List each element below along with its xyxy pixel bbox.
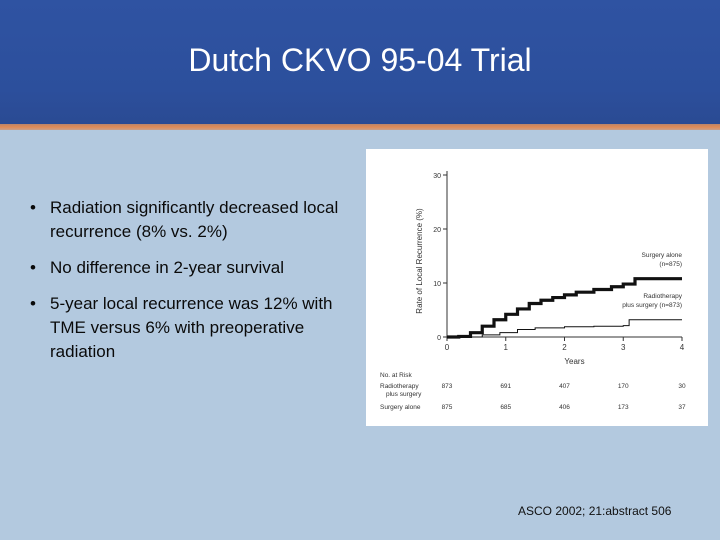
series-label-surgery-alone-n: (n=875) (659, 261, 682, 268)
risk-row-label: Surgery alone (380, 404, 421, 411)
y-tick-label: 0 (437, 335, 441, 342)
series-label-surgery-alone: Surgery alone (642, 252, 683, 259)
bullet-text: 5-year local recurrence was 12% with TME… (50, 294, 333, 361)
title-divider (0, 124, 720, 130)
bullet-item: • 5-year local recurrence was 12% with TM… (30, 292, 350, 364)
bullet-item: • Radiation significantly decreased local… (30, 196, 350, 244)
risk-table-value: 407 (559, 383, 570, 390)
risk-table-value: 37 (678, 404, 686, 411)
bullet-list: • Radiation significantly decreased local… (30, 196, 350, 376)
y-axis-label: Rate of Local Recurrence (%) (415, 208, 424, 314)
bullet-dot-icon: • (30, 198, 36, 217)
y-tick-label: 20 (433, 227, 441, 234)
series-line-radiotherapy-plus-surgery (447, 319, 682, 338)
bullet-dot-icon: • (30, 294, 36, 313)
bullet-text: No difference in 2-year survival (50, 258, 285, 277)
x-tick-label: 4 (680, 343, 685, 352)
recurrence-figure: 0 10 20 30 0 1 2 3 4 Years Rate of Local Recurrenc… (366, 149, 708, 426)
risk-table-value: 691 (500, 383, 511, 390)
bullet-text: Radiation significantly decreased local … (50, 198, 339, 241)
y-tick-label: 10 (433, 281, 441, 288)
risk-table-value: 406 (559, 404, 570, 411)
title-banner (0, 0, 720, 128)
risk-table-header: No. at Risk (380, 372, 413, 379)
risk-table-value: 170 (618, 383, 629, 390)
x-tick-label: 3 (621, 343, 626, 352)
risk-table-value: 30 (678, 383, 686, 390)
bullet-item: • No difference in 2-year survival (30, 256, 350, 280)
x-tick-label: 1 (504, 343, 509, 352)
series-label-radiotherapy-n: plus surgery (n=873) (622, 302, 682, 309)
risk-row-label: Radiotherapy (380, 383, 419, 390)
bullet-dot-icon: • (30, 258, 36, 277)
series-label-radiotherapy: Radiotherapy (643, 293, 682, 300)
series-line-surgery-alone (447, 277, 682, 339)
slide-title: Dutch CKVO 95-04 Trial (188, 42, 532, 78)
risk-table-value: 685 (500, 404, 511, 411)
x-tick-label: 2 (562, 343, 567, 352)
x-tick-label: 0 (445, 343, 450, 352)
x-axis-label: Years (564, 357, 584, 366)
risk-row-label-sub: plus surgery (386, 391, 422, 398)
risk-table-value: 875 (442, 404, 453, 411)
risk-table-value: 173 (618, 404, 629, 411)
y-tick-label: 30 (433, 173, 441, 180)
citation: ASCO 2002; 21:abstract 506 (518, 504, 672, 518)
recurrence-chart: 0 10 20 30 0 1 2 3 4 Years Rate of Local Recurrenc… (380, 171, 686, 411)
risk-table-value: 873 (442, 383, 453, 390)
